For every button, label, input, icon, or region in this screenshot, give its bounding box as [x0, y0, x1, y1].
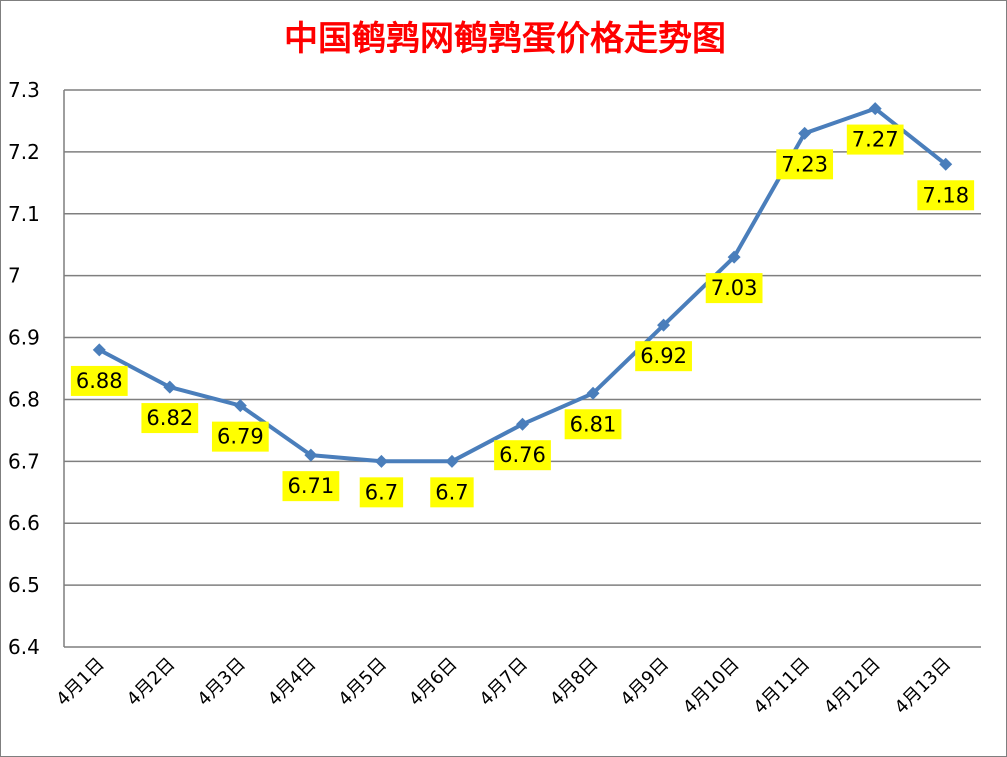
y-tick-label: 7: [8, 264, 21, 288]
data-label-text: 6.7: [365, 480, 398, 504]
data-label: 7.03: [705, 273, 763, 304]
data-label: 6.92: [635, 341, 692, 372]
data-label: 6.7: [359, 477, 404, 508]
data-label-bg: [846, 124, 904, 155]
x-tick-label: 4月2日: [123, 654, 180, 711]
data-label-bg: [430, 477, 474, 508]
y-tick-label: 7.2: [8, 140, 40, 164]
data-label-text: 7.23: [781, 152, 828, 176]
data-point: [163, 380, 177, 394]
x-tick-label: 4月1日: [52, 654, 109, 711]
data-label-text: 6.92: [640, 344, 687, 368]
y-tick-label: 6.9: [8, 326, 40, 350]
x-tick-label: 4月3日: [193, 654, 250, 711]
data-label-text: 7.18: [922, 183, 969, 207]
data-point: [304, 448, 318, 462]
data-point: [516, 417, 529, 431]
data-label-bg: [705, 273, 763, 304]
x-tick-label: 4月4日: [264, 654, 321, 711]
data-label: 7.27: [846, 124, 904, 155]
data-label-text: 6.82: [146, 406, 193, 430]
data-label-bg: [70, 365, 128, 396]
data-point: [727, 250, 741, 264]
data-label: 6.79: [211, 421, 269, 452]
data-label: 6.82: [141, 403, 199, 434]
data-label-bg: [282, 471, 340, 502]
data-label-text: 6.76: [499, 443, 546, 467]
y-tick-label: 7.3: [8, 78, 40, 102]
data-point: [233, 399, 247, 413]
data-point: [92, 343, 106, 357]
data-point: [798, 126, 812, 140]
y-tick-label: 6.8: [8, 387, 40, 411]
x-tick-label: 4月5日: [334, 654, 391, 711]
x-tick-label: 4月9日: [617, 654, 674, 711]
x-tick-label: 4月6日: [405, 654, 462, 711]
x-tick-label: 4月13日: [891, 654, 956, 719]
x-tick-label: 4月12日: [820, 654, 885, 719]
data-label-bg: [141, 403, 199, 434]
data-label-text: 6.81: [570, 412, 617, 436]
data-label-bg: [564, 409, 622, 440]
y-tick-label: 6.4: [8, 635, 40, 659]
data-label-text: 7.27: [852, 128, 899, 152]
data-point: [939, 157, 953, 171]
data-label-bg: [917, 180, 975, 211]
x-tick-label: 4月7日: [476, 654, 533, 711]
data-label-text: 7.03: [711, 276, 758, 300]
data-label: 6.76: [494, 440, 551, 471]
data-point: [374, 454, 388, 468]
data-label-bg: [359, 477, 404, 508]
data-label: 6.71: [282, 471, 340, 502]
data-label-text: 6.79: [217, 425, 264, 449]
data-label-bg: [635, 341, 692, 372]
data-point: [445, 454, 459, 468]
chart-title: 中国鹌鹑网鹌鹑蛋价格走势图: [284, 19, 726, 59]
y-tick-label: 6.6: [8, 511, 40, 535]
y-axis-ticks: 6.4 6.5 6.6 6.7 6.8 6.9 7 7.1 7.2 7.3: [8, 78, 40, 659]
data-label-bg: [211, 421, 269, 452]
data-label: 6.88: [70, 365, 128, 396]
x-tick-label: 4月8日: [546, 654, 603, 711]
data-label: 6.7: [430, 477, 474, 508]
data-label: 7.23: [776, 149, 834, 180]
data-label-text: 6.88: [76, 369, 123, 393]
data-point: [868, 102, 882, 116]
x-tick-label: 4月10日: [679, 654, 744, 719]
data-point: [586, 386, 600, 400]
y-tick-label: 6.5: [8, 573, 40, 597]
data-labels: 6.88 6.82 6.79 6.71 6.7 6.7 6.76 6.81 6.92 7.03 7.…: [70, 124, 975, 508]
data-markers: [92, 102, 953, 468]
data-label-text: 6.7: [435, 480, 468, 504]
x-axis-ticks: 4月1日 4月2日 4月3日 4月4日 4月5日 4月6日 4月7日 4月8日 4月9日 4月10…: [52, 654, 955, 719]
data-label-bg: [776, 149, 834, 180]
data-label-bg: [494, 440, 551, 471]
data-point: [657, 318, 671, 332]
x-tick-label: 4月11日: [750, 654, 815, 719]
gridlines: [64, 89, 981, 648]
y-tick-label: 7.1: [8, 202, 40, 226]
data-label-text: 6.71: [288, 474, 335, 498]
data-label: 6.81: [564, 409, 622, 440]
data-label: 7.18: [917, 180, 975, 211]
y-tick-label: 6.7: [8, 449, 40, 473]
